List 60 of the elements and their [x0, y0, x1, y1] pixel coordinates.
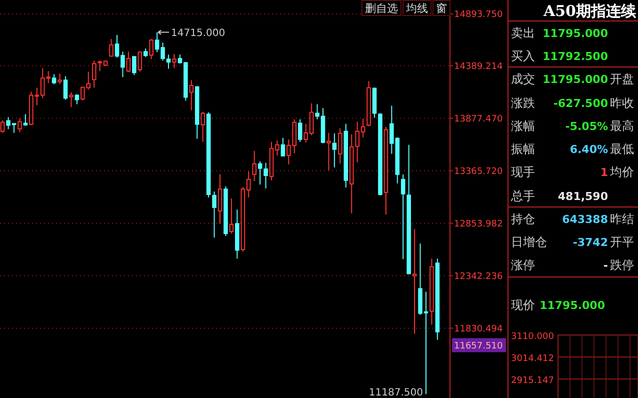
text: 3014.412	[511, 354, 554, 364]
candlestick	[235, 209, 240, 260]
text: 最低	[610, 142, 634, 156]
text: 6.40%	[570, 142, 608, 156]
text: 11795.000	[542, 72, 608, 86]
text: 现手	[511, 165, 535, 180]
text: 2915.147	[511, 376, 554, 386]
text: 振幅	[511, 142, 535, 156]
text: 持仓	[511, 212, 535, 226]
candlestick	[189, 80, 194, 111]
candlestick	[252, 150, 256, 182]
text: 成交	[511, 72, 535, 86]
text: 1	[600, 166, 608, 179]
candlestick	[194, 86, 200, 140]
text: 买入	[511, 49, 535, 64]
text: 昨收	[610, 96, 634, 110]
text: 跌停	[610, 258, 634, 272]
annotation: 11187.500	[368, 388, 423, 398]
candlestick	[412, 228, 417, 334]
y-tick-label: 14893.750	[454, 10, 503, 20]
text: 11792.500	[542, 50, 608, 63]
annotation: 窗	[436, 2, 447, 15]
y-tick-label: 12342.236	[454, 272, 503, 282]
text: 涨幅	[511, 119, 535, 134]
annotation: 删自选	[365, 2, 398, 15]
text: -627.500	[553, 96, 608, 110]
text: 481,590	[558, 190, 608, 203]
text: -3742	[572, 236, 608, 249]
text: 11795.000	[540, 298, 606, 312]
candlestick	[400, 174, 406, 260]
y-tick-label: 13877.470	[454, 114, 503, 124]
y-tick-label: 13365.720	[454, 166, 503, 177]
y-tick-label: 14389.214	[454, 62, 503, 72]
text: 日增仓	[511, 235, 547, 250]
candlestick	[344, 123, 348, 188]
text: -5.05%	[565, 120, 608, 133]
text: 11657.510	[454, 341, 503, 352]
text: 涨停	[511, 258, 535, 272]
candlestick	[218, 174, 222, 224]
candlestick	[338, 128, 342, 164]
text: 现价	[511, 298, 535, 312]
annotation: 14715.000	[171, 28, 226, 39]
text: 涨跌	[511, 96, 535, 110]
text: A50期指连续	[542, 2, 637, 20]
annotation: 均线	[405, 2, 428, 15]
text: 11795.000	[542, 26, 608, 40]
candlestick	[430, 258, 434, 326]
text: 开盘	[610, 72, 634, 86]
text: 开平	[610, 235, 634, 250]
y-tick-label: 12853.982	[454, 219, 503, 230]
text: -	[603, 258, 608, 272]
text: 昨结	[610, 212, 634, 226]
text: 卖出	[511, 26, 535, 40]
text: 最高	[610, 119, 634, 134]
text: 3110.000	[511, 332, 554, 342]
text: 643388	[562, 212, 608, 226]
candlestick	[332, 132, 337, 168]
y-tick-label: 11830.494	[454, 324, 503, 334]
text: 总手	[510, 189, 535, 204]
text: 均价	[609, 165, 634, 180]
